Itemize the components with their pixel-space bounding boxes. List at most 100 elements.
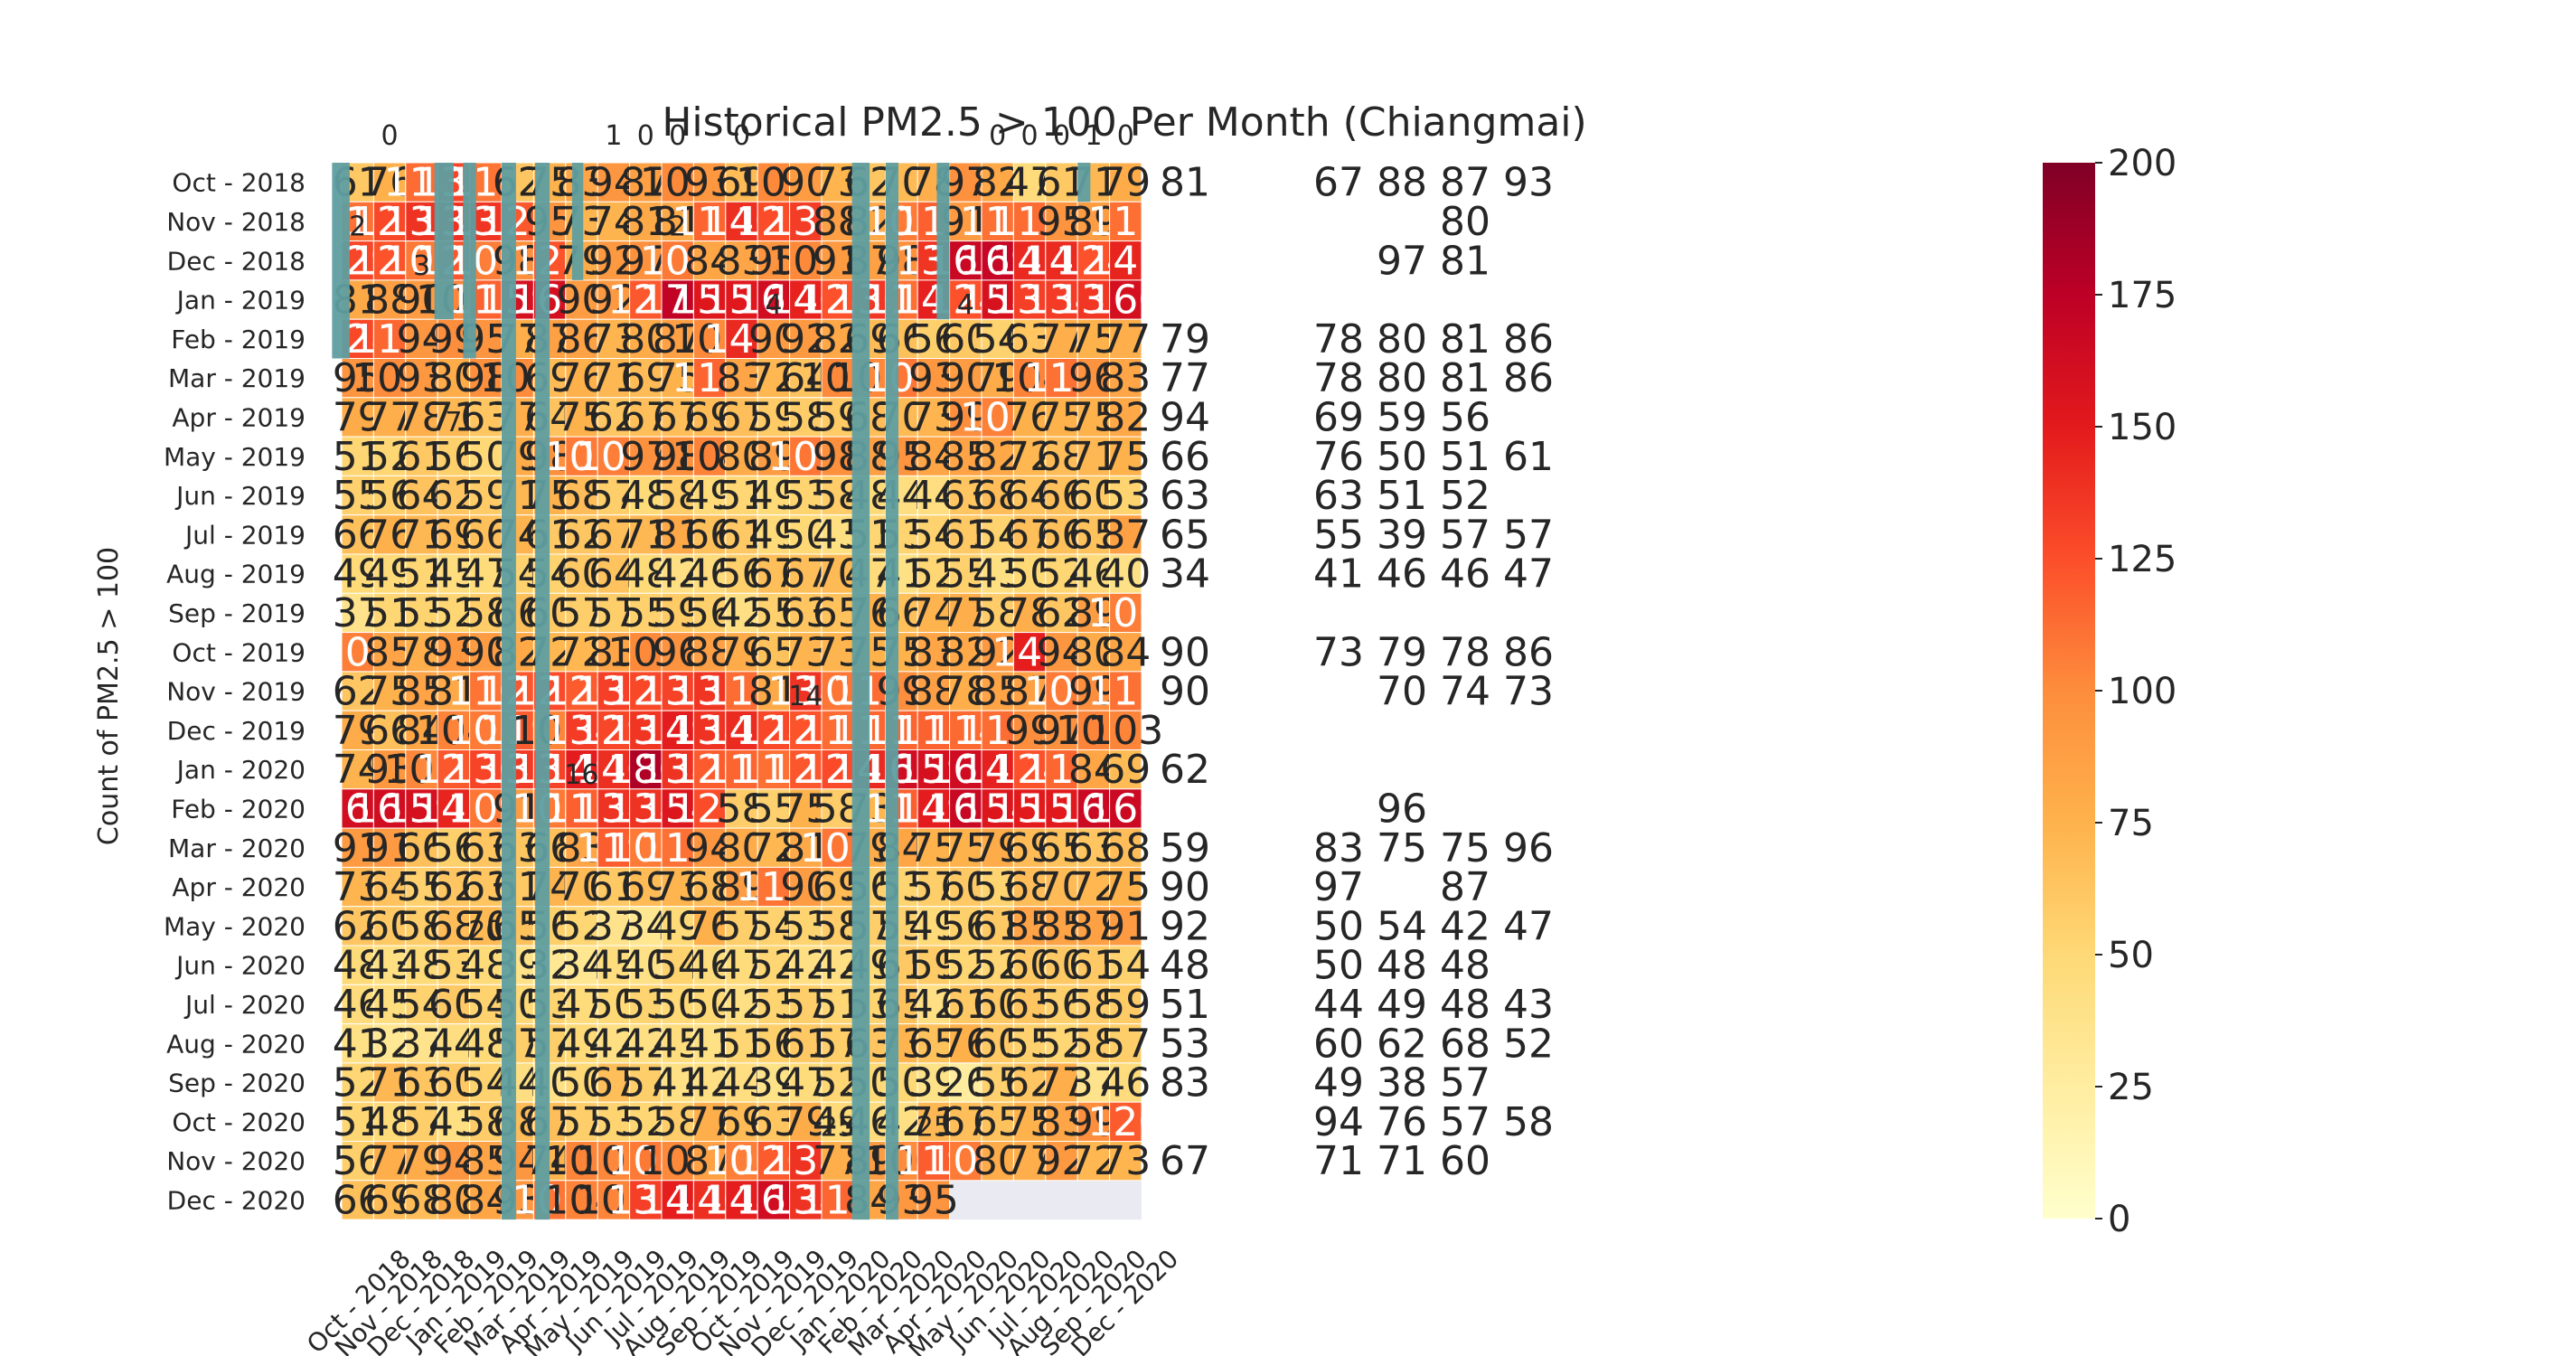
overlay-count-label: 2 bbox=[669, 212, 686, 243]
overflow-value: 47 bbox=[1503, 551, 1554, 598]
cell-value-label: 95 bbox=[908, 1177, 959, 1223]
overlay-count-label: 14 bbox=[788, 681, 823, 712]
row-tick-label: Jan - 2020 bbox=[175, 755, 306, 785]
colorbar-tick-label: 200 bbox=[2108, 143, 2176, 184]
heatmap-cell bbox=[1012, 436, 1047, 476]
overlay-count-label: 0 bbox=[989, 120, 1006, 152]
overlay-count-label: 2 bbox=[349, 212, 366, 243]
heatmap-cell bbox=[597, 358, 631, 399]
cell-value-label: 75 bbox=[1100, 434, 1151, 480]
row-tick-label: Jul - 2020 bbox=[183, 990, 306, 1020]
heatmap-cell bbox=[661, 240, 694, 281]
overflow-value: 74 bbox=[1440, 669, 1490, 715]
heatmap-cell bbox=[629, 279, 663, 320]
heatmap-cell bbox=[629, 358, 663, 399]
heatmap-cell bbox=[469, 436, 503, 476]
colorbar-tick-label: 50 bbox=[2108, 935, 2154, 976]
heatmap-cell bbox=[725, 162, 758, 202]
heatmap-cell bbox=[789, 358, 823, 399]
heatmap-cell bbox=[1109, 240, 1142, 281]
cell-value-label: 82 bbox=[1100, 394, 1151, 440]
heatmap-cell bbox=[1045, 436, 1078, 476]
heatmap-cell bbox=[341, 475, 374, 516]
row-tick-label: Oct - 2018 bbox=[172, 168, 306, 198]
overflow-value: 83 bbox=[1160, 1060, 1210, 1106]
heatmap-cell bbox=[597, 397, 631, 438]
colorbar-tick-label: 75 bbox=[2108, 803, 2154, 844]
overflow-value: 41 bbox=[1313, 551, 1364, 598]
cell-value-label: 83 bbox=[1100, 355, 1151, 401]
overflow-value: 93 bbox=[1503, 160, 1554, 206]
heatmap-cell bbox=[1076, 436, 1111, 476]
heatmap-cell bbox=[981, 397, 1014, 438]
row-tick-label: May - 2019 bbox=[164, 442, 306, 472]
heatmap-cell bbox=[405, 358, 438, 399]
heatmap-cell bbox=[757, 475, 791, 516]
overlay-count-label: 16 bbox=[564, 759, 598, 791]
chart-title: Historical PM2.5 > 100 Per Month (Chiang… bbox=[662, 99, 1586, 146]
heatmap-cell bbox=[725, 436, 758, 476]
overflow-value: 46 bbox=[1377, 551, 1427, 598]
heatmap-cell bbox=[821, 436, 854, 476]
heatmap-cell bbox=[1076, 397, 1111, 438]
overflow-value: 75 bbox=[1377, 825, 1427, 871]
overlay-count-label: 7 bbox=[445, 407, 462, 438]
overflow-value: 60 bbox=[1440, 1138, 1490, 1184]
heatmap-plot-area: 6176113130110627583948710193691019073627… bbox=[320, 120, 1164, 1223]
cell-value-label: 145 bbox=[1087, 238, 1163, 284]
heatmap-cell bbox=[821, 358, 854, 399]
masked-column bbox=[1077, 163, 1091, 202]
heatmap-cell bbox=[1076, 279, 1111, 320]
heatmap-cell bbox=[1109, 279, 1142, 320]
row-tick-label: Jan - 2019 bbox=[175, 286, 306, 315]
row-tick-label: Oct - 2020 bbox=[172, 1107, 306, 1137]
row-tick-label: Apr - 2020 bbox=[172, 872, 306, 902]
overflow-value: 52 bbox=[1503, 1021, 1554, 1067]
heatmap-cell bbox=[949, 240, 982, 281]
masked-column bbox=[434, 163, 454, 320]
heatmap-cell bbox=[692, 475, 727, 516]
heatmap-cell bbox=[1076, 201, 1111, 242]
heatmap-cell bbox=[725, 358, 758, 399]
overlay-count-label: 1 bbox=[605, 120, 622, 152]
colorbar-tick-label: 175 bbox=[2108, 275, 2176, 316]
masked-column bbox=[571, 163, 584, 280]
heatmap-cell bbox=[821, 201, 854, 242]
heatmap-cell bbox=[789, 318, 823, 360]
overlay-count-label: 25 bbox=[917, 1112, 951, 1144]
heatmap-cell bbox=[661, 201, 694, 242]
colorbar-tick-label: 125 bbox=[2108, 539, 2176, 580]
heatmap-cell bbox=[437, 397, 471, 438]
heatmap-cell bbox=[725, 475, 758, 516]
heatmap-cell bbox=[597, 279, 631, 320]
heatmap-cell bbox=[1109, 436, 1142, 476]
heatmap-cell bbox=[629, 201, 663, 242]
masked-column bbox=[885, 163, 898, 1220]
heatmap-cell bbox=[405, 279, 438, 320]
heatmap-cell bbox=[981, 358, 1014, 399]
masked-column bbox=[936, 163, 950, 320]
overflow-value: 96 bbox=[1503, 825, 1554, 871]
heatmap-cell bbox=[405, 475, 438, 516]
heatmap-cell bbox=[565, 436, 598, 476]
overflow-value: 81 bbox=[1160, 160, 1210, 206]
heatmap-cell bbox=[1109, 397, 1142, 438]
heatmap-cell bbox=[565, 318, 598, 360]
overflow-value: 81 bbox=[1440, 238, 1490, 284]
heatmap-cell bbox=[1045, 279, 1078, 320]
heatmap-cell bbox=[821, 279, 854, 320]
heatmap-cell bbox=[1109, 162, 1142, 202]
overflow-value: 67 bbox=[1160, 1138, 1210, 1184]
heatmap-cell bbox=[629, 436, 663, 476]
row-tick-label: Dec - 2018 bbox=[167, 246, 306, 276]
overlay-count-label: 1 bbox=[1085, 120, 1102, 152]
row-tick-label: Feb - 2020 bbox=[171, 794, 306, 824]
row-tick-label: Feb - 2019 bbox=[171, 325, 306, 354]
heatmap-cell bbox=[981, 436, 1014, 476]
heatmap-cell bbox=[917, 358, 951, 399]
overflow-value: 67 bbox=[1313, 160, 1364, 206]
overflow-value: 71 bbox=[1313, 1138, 1364, 1184]
row-tick-label: Dec - 2019 bbox=[167, 716, 306, 746]
heatmap-cell bbox=[1012, 162, 1047, 202]
